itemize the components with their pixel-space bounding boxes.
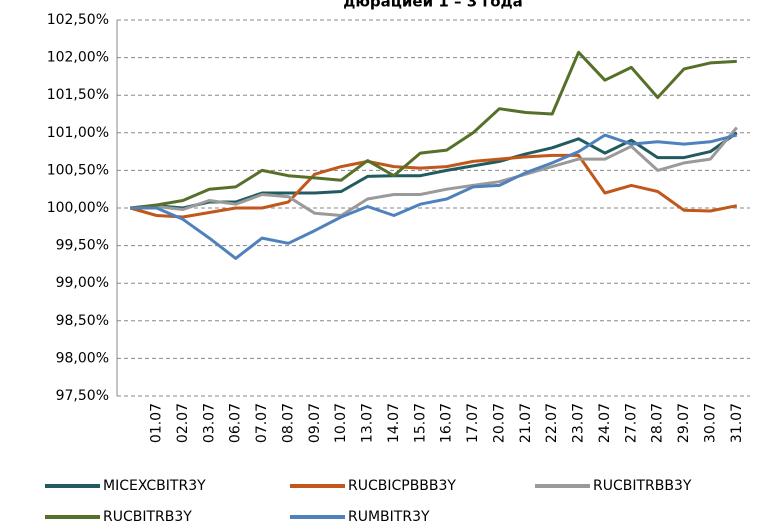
y-tick-label: 97,50% — [56, 388, 109, 404]
x-tick-label: 31.07 — [729, 403, 745, 443]
x-tick-label: 30.07 — [702, 403, 718, 443]
y-tick-label: 100,50% — [47, 162, 109, 178]
x-tick-label: 27.07 — [623, 403, 639, 443]
y-tick-label: 99,50% — [56, 238, 109, 254]
y-tick-label: 98,50% — [56, 313, 109, 329]
x-tick-label: 08.07 — [280, 403, 296, 443]
x-tick-label: 21.07 — [518, 403, 534, 443]
x-tick-label: 09.07 — [307, 403, 323, 443]
y-tick-label: 102,00% — [47, 50, 109, 66]
x-tick-label: 02.07 — [175, 403, 191, 443]
series-line — [130, 50, 737, 210]
legend-label: RUCBITRB3Y — [103, 509, 192, 525]
y-tick-label: 98,00% — [56, 350, 109, 366]
x-tick-label: 22.07 — [544, 403, 560, 443]
x-tick-label: 20.07 — [491, 403, 507, 443]
legend-label: RUCBITRBB3Y — [593, 478, 692, 494]
y-tick-label: 101,50% — [47, 87, 109, 103]
legend-label: RUCBICPBBB3Y — [348, 478, 456, 494]
x-tick-label: 17.07 — [465, 403, 481, 443]
x-tick-label: 24.07 — [597, 403, 613, 443]
y-tick-label: 99,00% — [56, 275, 109, 291]
series-line — [130, 126, 738, 217]
y-tick-label: 101,00% — [47, 125, 109, 141]
y-tick-label: 100,00% — [47, 200, 109, 216]
series-line — [130, 133, 738, 260]
x-tick-label: 28.07 — [650, 403, 666, 443]
y-tick-label: 102,50% — [47, 12, 109, 28]
x-tick-label: 13.07 — [360, 403, 376, 443]
x-tick-label: 07.07 — [254, 403, 270, 443]
x-tick-label: 06.07 — [228, 403, 244, 443]
x-tick-label: 03.07 — [201, 403, 217, 443]
x-tick-label: 29.07 — [676, 403, 692, 443]
x-tick-label: 23.07 — [571, 403, 587, 443]
legend-label: RUMBITR3Y — [348, 509, 430, 525]
x-tick-label: 15.07 — [412, 403, 428, 443]
x-tick-label: 14.07 — [386, 403, 402, 443]
x-tick-label: 10.07 — [333, 403, 349, 443]
x-tick-label: 01.07 — [149, 403, 165, 443]
chart-title: дюрацией 1 – 3 года — [343, 0, 523, 11]
series-line — [129, 153, 738, 219]
x-tick-label: 16.07 — [439, 403, 455, 443]
legend-label: MICEXCBITR3Y — [103, 478, 206, 494]
